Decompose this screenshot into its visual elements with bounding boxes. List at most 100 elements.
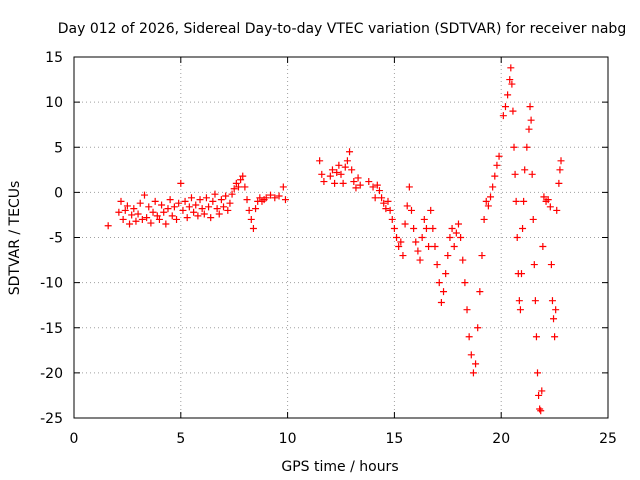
data-point bbox=[386, 206, 394, 214]
data-point bbox=[350, 178, 358, 186]
data-point bbox=[378, 194, 386, 202]
data-point bbox=[509, 107, 517, 115]
data-point bbox=[183, 214, 191, 222]
data-point bbox=[160, 208, 168, 216]
data-point bbox=[220, 203, 228, 211]
data-point bbox=[444, 252, 452, 260]
data-point bbox=[348, 166, 356, 174]
data-point bbox=[410, 224, 418, 232]
axis-ticks: 0 5 10 15 20 25 -25 -20 -15 -10 -5 0 5 10 15 bbox=[40, 50, 617, 447]
data-point bbox=[213, 205, 221, 213]
data-point bbox=[482, 197, 490, 205]
data-point bbox=[275, 192, 283, 200]
data-point bbox=[552, 306, 560, 314]
chart-title: Day 012 of 2026, Sidereal Day-to-day VTE… bbox=[58, 21, 626, 37]
data-point bbox=[202, 194, 210, 202]
data-point bbox=[508, 80, 516, 88]
data-point bbox=[241, 183, 249, 191]
data-point bbox=[382, 205, 390, 213]
data-point bbox=[538, 387, 546, 395]
data-point bbox=[373, 181, 381, 189]
data-point bbox=[237, 176, 245, 184]
data-point bbox=[209, 197, 217, 205]
y-tick-label: -15 bbox=[40, 321, 63, 337]
data-point bbox=[452, 229, 460, 237]
data-point bbox=[515, 297, 523, 305]
data-point bbox=[427, 206, 435, 214]
data-point bbox=[222, 192, 230, 200]
data-point bbox=[153, 212, 161, 220]
data-point bbox=[149, 208, 157, 216]
data-point bbox=[117, 197, 125, 205]
data-point bbox=[119, 215, 127, 223]
data-point bbox=[525, 125, 533, 133]
data-point bbox=[405, 183, 413, 191]
data-point bbox=[548, 297, 556, 305]
data-point bbox=[546, 203, 554, 211]
data-point bbox=[168, 212, 176, 220]
data-point bbox=[472, 360, 480, 368]
data-point bbox=[247, 215, 255, 223]
data-point bbox=[339, 179, 347, 187]
data-point bbox=[493, 161, 501, 169]
data-point bbox=[433, 261, 441, 269]
y-tick-label: 15 bbox=[45, 50, 63, 66]
data-point bbox=[557, 157, 565, 165]
data-point bbox=[384, 197, 392, 205]
data-point bbox=[535, 391, 543, 399]
data-point bbox=[457, 234, 465, 241]
data-point bbox=[155, 215, 163, 223]
data-point bbox=[126, 220, 134, 228]
data-point bbox=[175, 199, 183, 207]
data-point bbox=[442, 270, 450, 278]
y-axis-title: SDTVAR / TECUs bbox=[7, 181, 23, 296]
data-point bbox=[243, 196, 251, 204]
data-point bbox=[224, 206, 232, 214]
data-point bbox=[343, 157, 351, 165]
data-point bbox=[420, 215, 428, 223]
data-point bbox=[523, 143, 531, 151]
data-point bbox=[465, 333, 473, 341]
data-point bbox=[140, 191, 148, 199]
data-point bbox=[320, 178, 328, 186]
data-point bbox=[346, 148, 354, 156]
data-point bbox=[354, 174, 362, 182]
data-point bbox=[476, 288, 484, 296]
data-point bbox=[198, 205, 206, 213]
data-point bbox=[516, 306, 524, 314]
data-point bbox=[211, 190, 219, 198]
data-point bbox=[517, 270, 525, 278]
y-tick-label: -5 bbox=[49, 231, 63, 247]
data-point bbox=[365, 178, 373, 186]
data-point bbox=[143, 214, 151, 222]
data-point bbox=[540, 193, 548, 201]
y-tick-label: 5 bbox=[54, 140, 63, 156]
data-point bbox=[495, 152, 503, 160]
data-point bbox=[551, 333, 559, 341]
data-point bbox=[506, 76, 514, 84]
data-point bbox=[527, 116, 535, 124]
data-point bbox=[158, 201, 166, 209]
data-point bbox=[480, 215, 488, 223]
data-point bbox=[461, 279, 469, 287]
data-point bbox=[179, 206, 187, 214]
data-point bbox=[115, 208, 123, 216]
data-point bbox=[487, 193, 495, 201]
data-point bbox=[467, 351, 475, 359]
data-point bbox=[437, 298, 445, 306]
data-point bbox=[499, 112, 507, 120]
data-point bbox=[531, 297, 539, 305]
data-point bbox=[556, 166, 564, 174]
data-point bbox=[429, 224, 437, 232]
data-point bbox=[547, 261, 555, 269]
data-point bbox=[369, 183, 377, 191]
data-point bbox=[528, 170, 536, 178]
data-point bbox=[544, 196, 552, 204]
data-point bbox=[395, 243, 403, 251]
data-point bbox=[425, 243, 433, 251]
x-tick-label: 15 bbox=[385, 431, 403, 447]
data-point bbox=[489, 183, 497, 191]
data-point bbox=[440, 288, 448, 296]
